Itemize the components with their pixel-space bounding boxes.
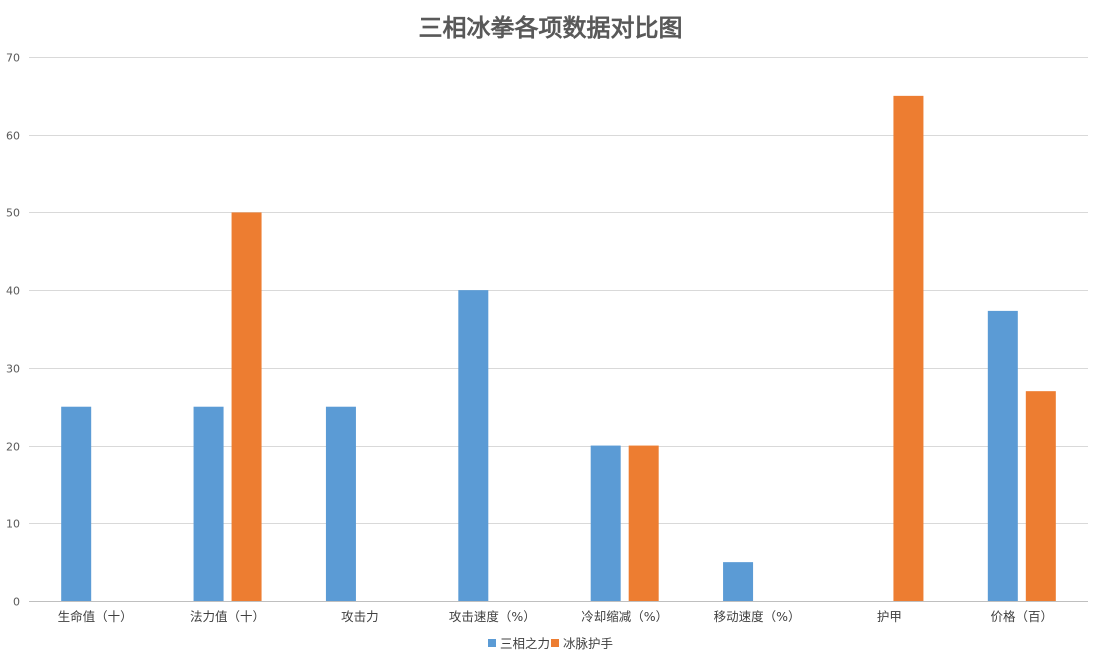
legend: 三相之力 冰脉护手	[488, 636, 613, 651]
y-tick-label: 0	[13, 596, 20, 609]
y-tick-label: 30	[6, 363, 20, 376]
bar-series-1-5	[723, 562, 754, 601]
bar-series-1-7	[987, 310, 1018, 601]
x-axis-labels: 生命值（十） 法力值（十） 攻击力 攻击速度（%） 冷却缩减（%） 移动速度（%） 护甲 价格…	[58, 609, 1053, 624]
bars	[61, 95, 1056, 601]
y-tick-label: 10	[6, 518, 20, 531]
bar-series-1-1	[193, 406, 224, 601]
legend-swatch-1	[488, 639, 496, 647]
bar-series-2-6	[893, 95, 924, 601]
x-category-label: 冷却缩减（%）	[581, 609, 668, 624]
x-category-label: 生命值（十）	[58, 609, 133, 624]
bar-series-1-3	[458, 290, 489, 601]
bar-series-2-4	[628, 445, 659, 601]
bar-series-2-7	[1025, 391, 1056, 601]
y-tick-label: 60	[6, 130, 20, 143]
y-tick-label: 40	[6, 285, 20, 298]
x-category-label: 攻击速度（%）	[449, 609, 536, 624]
x-category-label: 法力值（十）	[190, 609, 265, 624]
grid-lines	[29, 57, 1088, 602]
y-tick-label: 70	[6, 52, 20, 65]
x-category-label: 移动速度（%）	[714, 609, 801, 624]
y-axis-ticks: 0 10 20 30 40 50 60 70	[6, 52, 20, 609]
y-tick-label: 50	[6, 207, 20, 220]
bar-series-1-4	[590, 445, 621, 601]
chart-title: 三相冰拳各项数据对比图	[418, 13, 683, 42]
legend-label-1: 三相之力	[500, 636, 550, 651]
x-category-label: 价格（百）	[991, 609, 1054, 624]
x-category-label: 护甲	[877, 609, 902, 624]
legend-label-2: 冰脉护手	[563, 636, 613, 651]
bar-series-1-0	[61, 406, 92, 601]
bar-series-1-2	[325, 406, 356, 601]
legend-swatch-2	[551, 639, 559, 647]
y-tick-label: 20	[6, 441, 20, 454]
bar-series-2-1	[231, 212, 262, 601]
x-category-label: 攻击力	[341, 609, 379, 624]
